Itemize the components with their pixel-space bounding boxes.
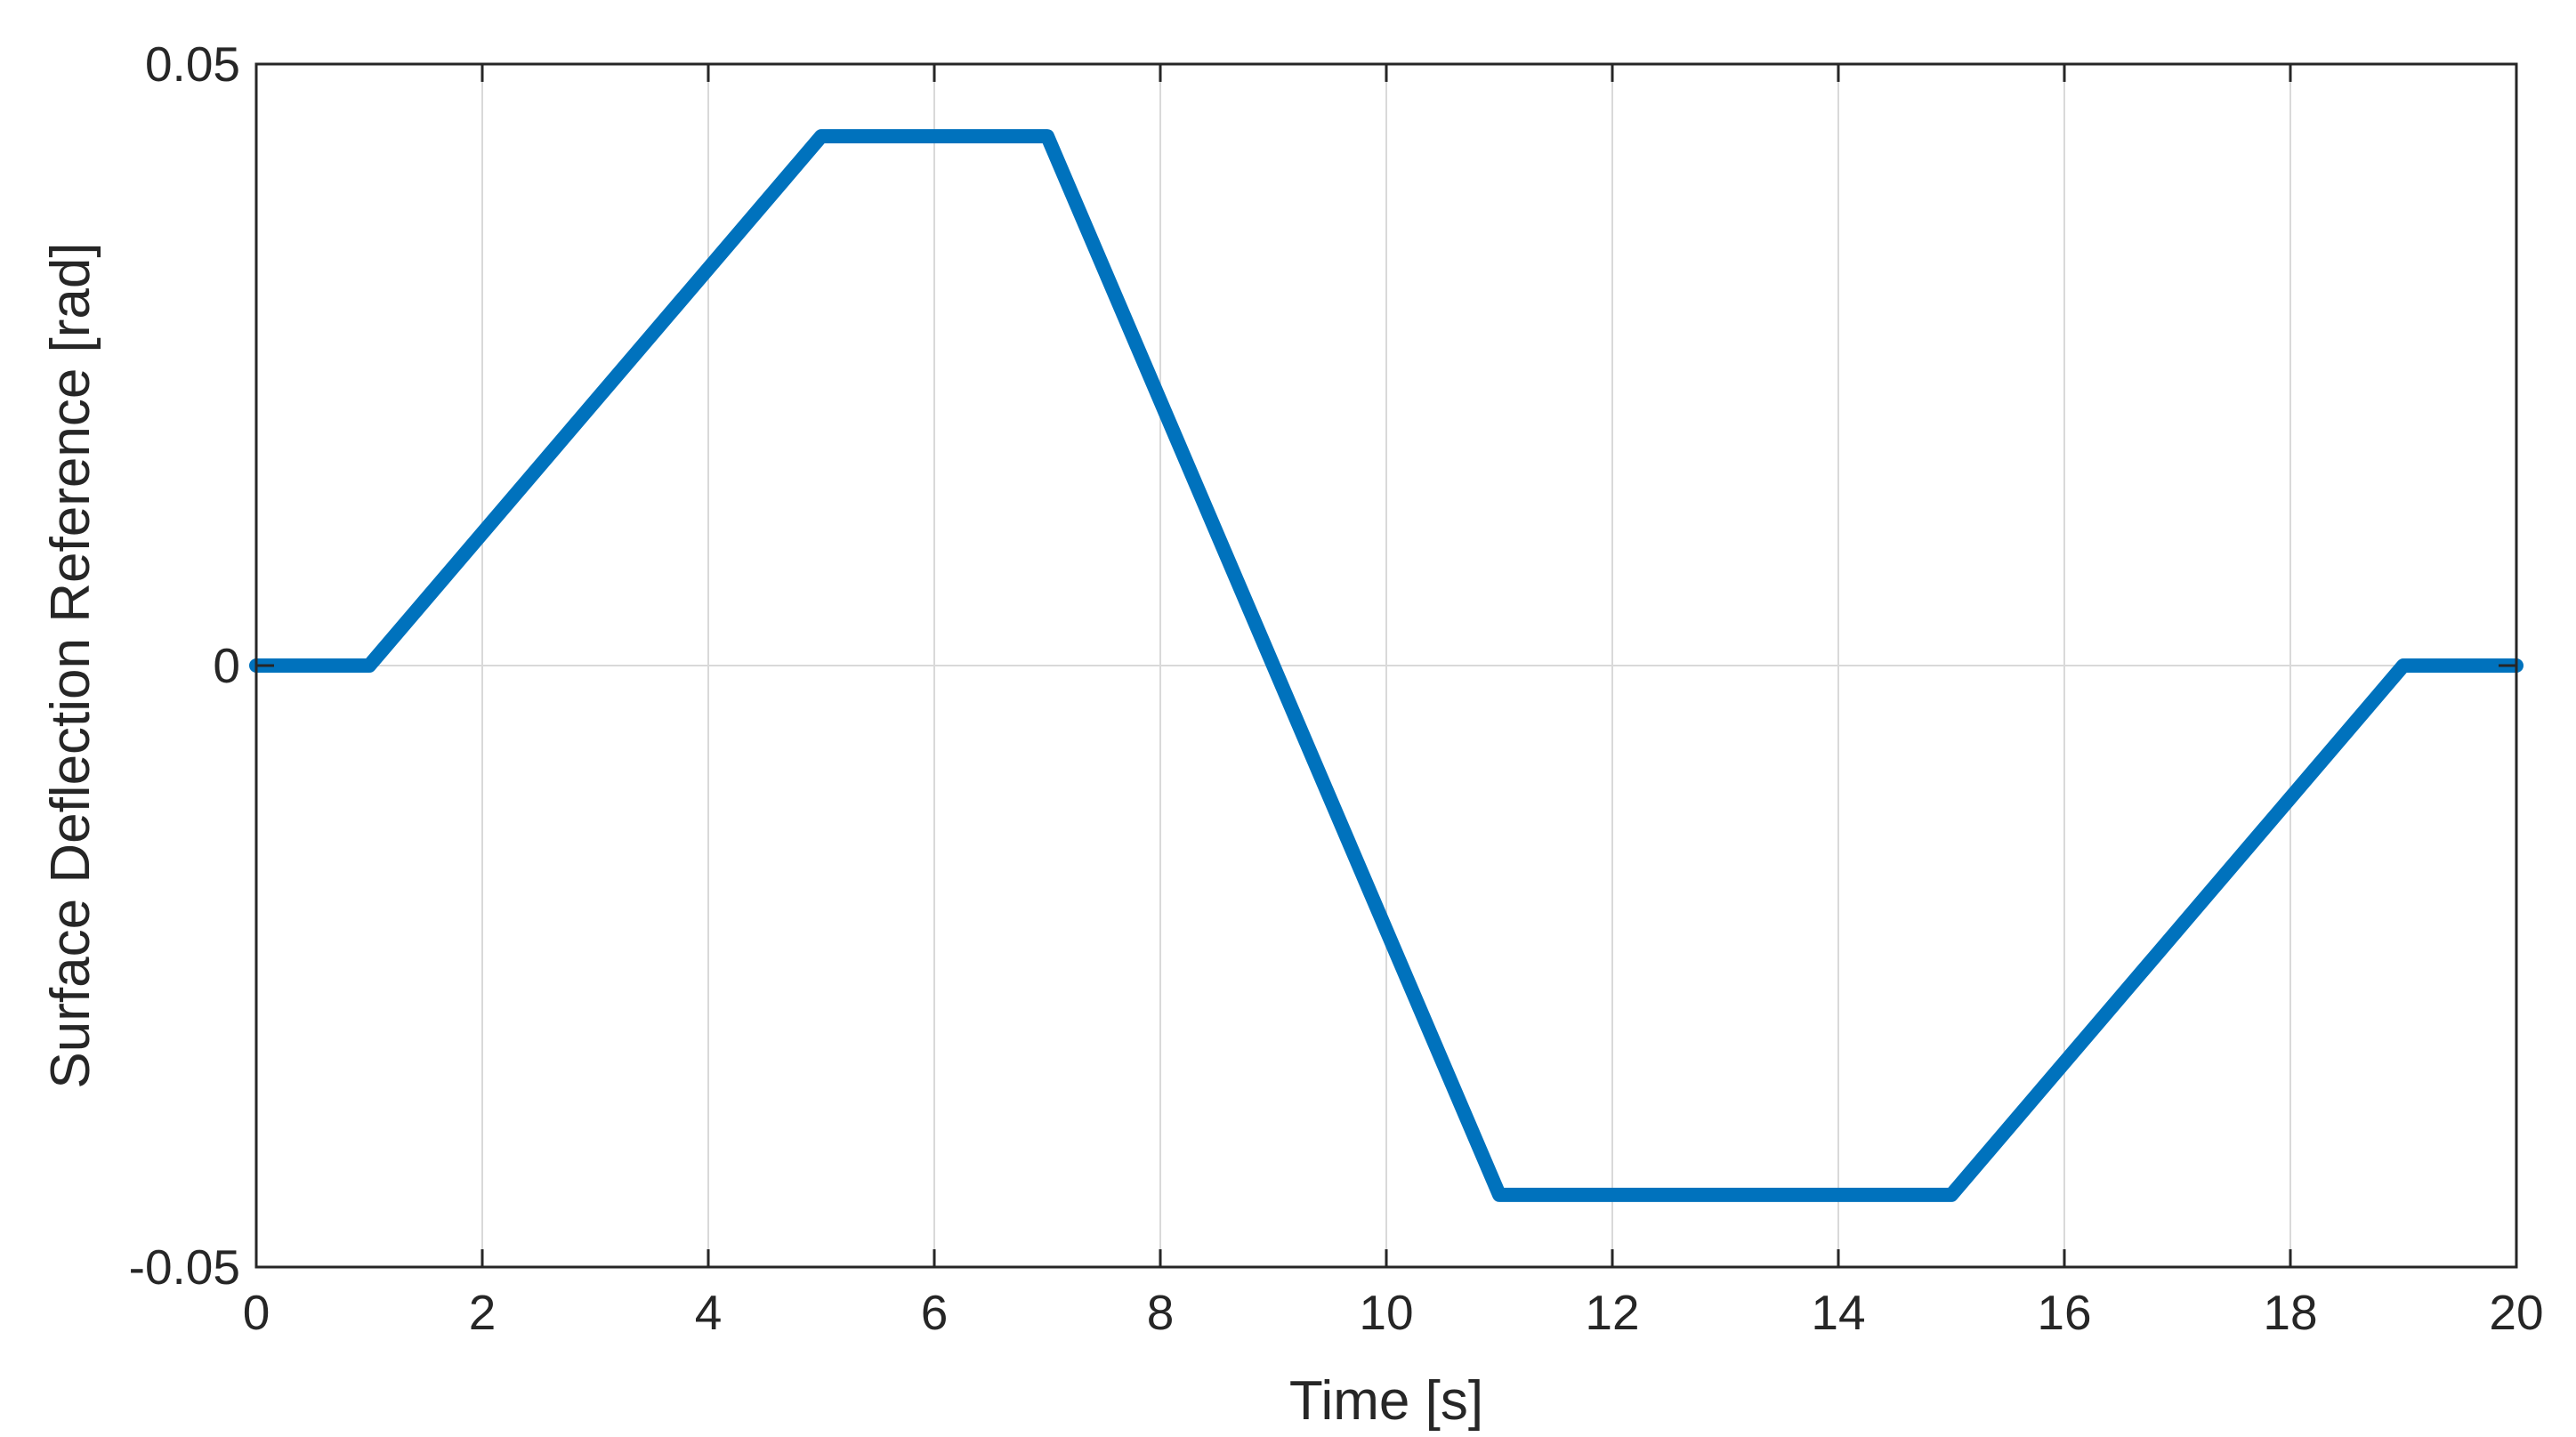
- x-tick-label: 2: [469, 1285, 497, 1340]
- x-tick-label: 6: [921, 1285, 949, 1340]
- x-tick-label: 20: [2489, 1285, 2543, 1340]
- x-tick-label: 8: [1147, 1285, 1175, 1340]
- x-tick-label: 12: [1585, 1285, 1639, 1340]
- x-tick-label: 18: [2263, 1285, 2317, 1340]
- y-axis-label: Surface Deflection Reference [rad]: [40, 242, 101, 1088]
- series-layer: [249, 129, 2524, 1202]
- series-line: [249, 129, 2524, 1202]
- x-tick-label: 4: [695, 1285, 723, 1340]
- x-tick-label: 16: [2037, 1285, 2091, 1340]
- x-tick-label: 14: [1811, 1285, 1865, 1340]
- y-tick-label: 0: [213, 638, 240, 693]
- tick-marks: [254, 62, 2518, 1269]
- x-tick-label: 10: [1359, 1285, 1413, 1340]
- y-tick-label: -0.05: [129, 1239, 240, 1295]
- x-axis-label: Time [s]: [1289, 1370, 1483, 1432]
- y-tick-label: 0.05: [145, 36, 240, 92]
- x-tick-labels: 0 2 4 6 8 10 12 14 16 18 20: [243, 1285, 2544, 1340]
- y-tick-labels: -0.05 0 0.05: [129, 36, 240, 1295]
- x-tick-label: 0: [243, 1285, 271, 1340]
